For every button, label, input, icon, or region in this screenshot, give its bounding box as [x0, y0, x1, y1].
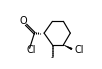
Text: Cl: Cl — [74, 45, 84, 55]
Text: Cl: Cl — [27, 45, 36, 55]
Text: O: O — [19, 16, 27, 26]
